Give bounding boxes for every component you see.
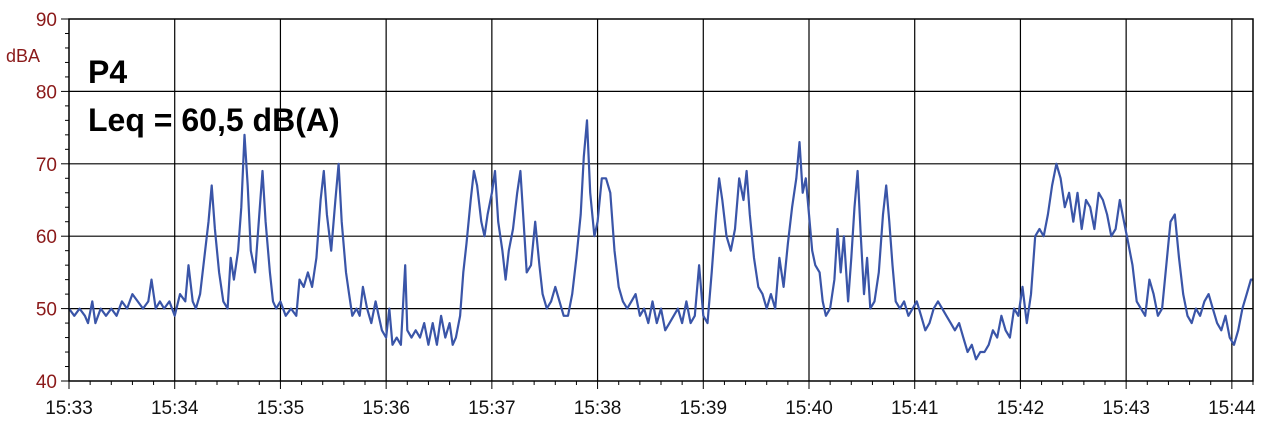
- y-tick-label: 40: [36, 372, 57, 393]
- x-tick-label: 15:44: [1208, 398, 1256, 419]
- annotation-leq: Leq = 60,5 dB(A): [88, 102, 340, 138]
- x-tick-labels: 15:33 15:34 15:35 15:36 15:37 15:38 15:39 15:40…: [45, 398, 1256, 419]
- series-layer: [68, 119, 1253, 361]
- x-tick-label: 15:39: [680, 398, 728, 419]
- x-tick-label: 15:38: [574, 398, 622, 419]
- x-tick-label: 15:33: [45, 398, 93, 419]
- y-tick-labels: 40 50 60 70 80 90: [36, 10, 57, 393]
- y-tick-label: 60: [36, 227, 57, 248]
- annotation-station: P4: [88, 54, 127, 90]
- y-tick-label: 90: [36, 10, 57, 31]
- y-tick-label: 80: [36, 82, 57, 103]
- y-tick-label: 70: [36, 155, 57, 176]
- x-tick-label: 15:40: [785, 398, 833, 419]
- x-tick-label: 15:34: [151, 398, 199, 419]
- y-axis-label: dBA: [6, 46, 40, 66]
- x-tick-label: 15:35: [257, 398, 305, 419]
- series-line: [68, 119, 1253, 361]
- x-tick-label: 15:36: [362, 398, 410, 419]
- plot-area: [69, 19, 1253, 381]
- y-tick-label: 50: [36, 300, 57, 321]
- x-tick-label: 15:43: [1102, 398, 1150, 419]
- x-tick-label: 15:41: [891, 398, 939, 419]
- x-tick-label: 15:37: [468, 398, 516, 419]
- x-tick-label: 15:42: [997, 398, 1045, 419]
- plot-frame: [68, 18, 1254, 382]
